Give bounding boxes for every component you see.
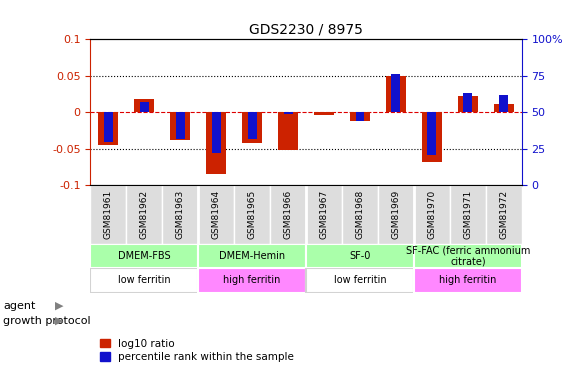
Bar	[90, 185, 127, 244]
Bar	[427, 112, 437, 155]
Text: GSM81968: GSM81968	[356, 190, 364, 239]
Bar	[458, 96, 477, 112]
Bar	[499, 95, 508, 112]
Bar	[99, 112, 118, 145]
Bar	[140, 102, 149, 112]
Text: DMEM-Hemin: DMEM-Hemin	[219, 251, 285, 261]
Bar	[283, 112, 293, 114]
Bar	[391, 74, 401, 112]
Text: GSM81972: GSM81972	[499, 190, 508, 239]
Bar	[414, 268, 522, 292]
Text: GSM81969: GSM81969	[391, 190, 401, 239]
Text: ▶: ▶	[55, 316, 64, 326]
Bar	[386, 76, 406, 112]
Text: growth protocol: growth protocol	[3, 316, 90, 326]
Bar	[198, 268, 306, 292]
Bar	[450, 185, 486, 244]
Bar	[494, 104, 514, 112]
Bar	[135, 99, 154, 112]
Bar	[170, 112, 190, 140]
Text: GSM81967: GSM81967	[319, 190, 329, 239]
Bar	[486, 185, 522, 244]
Text: high ferritin: high ferritin	[223, 275, 281, 285]
Bar	[104, 112, 113, 142]
Bar	[212, 112, 221, 153]
Bar	[198, 185, 234, 244]
Text: DMEM-FBS: DMEM-FBS	[118, 251, 171, 261]
Bar	[378, 185, 414, 244]
Legend: log10 ratio, percentile rank within the sample: log10 ratio, percentile rank within the …	[96, 334, 298, 366]
Bar	[234, 185, 270, 244]
Text: GSM81970: GSM81970	[427, 190, 437, 239]
Bar	[306, 185, 342, 244]
Bar	[306, 268, 414, 292]
Text: ▶: ▶	[55, 301, 64, 310]
Text: GSM81965: GSM81965	[248, 190, 257, 239]
Title: GDS2230 / 8975: GDS2230 / 8975	[249, 23, 363, 37]
Text: SF-FAC (ferric ammonium
citrate): SF-FAC (ferric ammonium citrate)	[406, 245, 530, 267]
Bar	[175, 112, 185, 139]
Text: GSM81961: GSM81961	[104, 190, 113, 239]
Bar	[314, 112, 334, 115]
Text: low ferritin: low ferritin	[118, 275, 171, 285]
Bar	[422, 112, 442, 162]
Bar	[350, 112, 370, 121]
Bar	[243, 112, 262, 143]
Text: GSM81966: GSM81966	[283, 190, 293, 239]
Text: GSM81971: GSM81971	[463, 190, 472, 239]
Bar	[127, 185, 162, 244]
Text: GSM81964: GSM81964	[212, 190, 221, 239]
Text: agent: agent	[3, 301, 36, 310]
Bar	[206, 112, 226, 174]
Text: high ferritin: high ferritin	[439, 275, 497, 285]
Bar	[306, 244, 414, 268]
Bar	[90, 268, 198, 292]
Bar	[342, 185, 378, 244]
Bar	[90, 244, 198, 268]
Text: GSM81962: GSM81962	[140, 190, 149, 239]
Bar	[162, 185, 198, 244]
Bar	[248, 112, 257, 139]
Bar	[414, 244, 522, 268]
Text: SF-0: SF-0	[349, 251, 371, 261]
Bar	[278, 112, 298, 150]
Bar	[198, 244, 306, 268]
Bar	[270, 185, 306, 244]
Bar	[414, 185, 450, 244]
Bar	[356, 112, 364, 121]
Text: low ferritin: low ferritin	[333, 275, 387, 285]
Bar	[463, 93, 472, 112]
Text: GSM81963: GSM81963	[175, 190, 185, 239]
